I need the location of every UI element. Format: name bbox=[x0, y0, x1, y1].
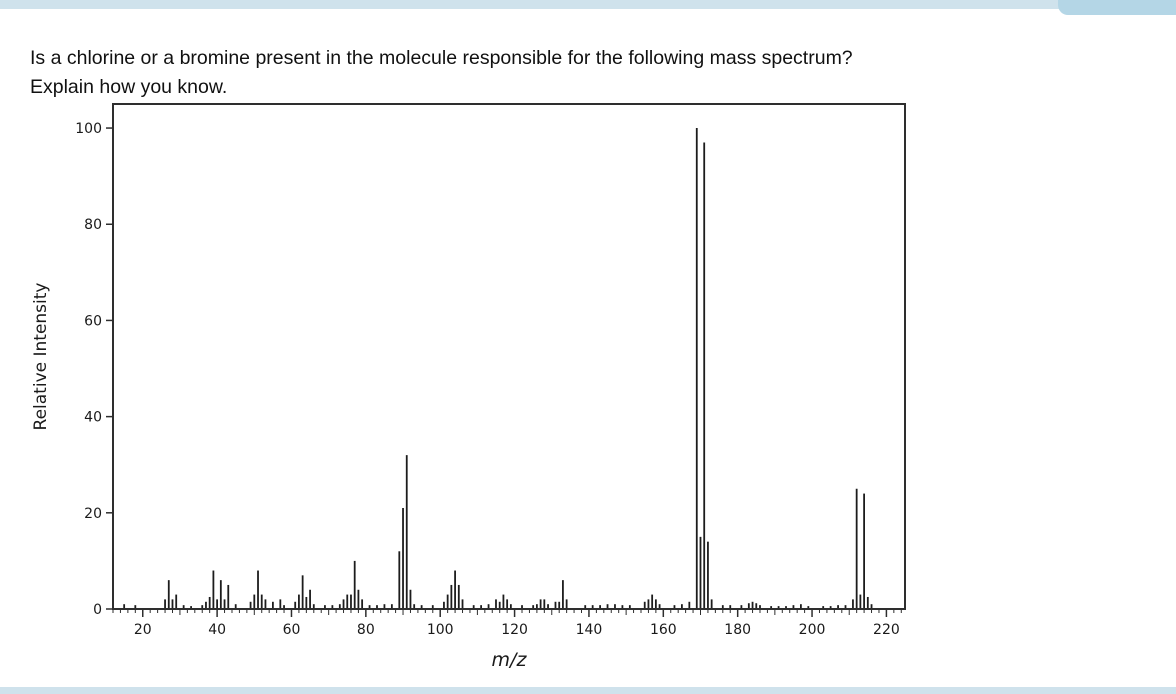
y-tick-label: 80 bbox=[84, 217, 102, 233]
y-tick-label: 100 bbox=[75, 121, 102, 137]
mass-spectrum-chart: 0 20 40 60 80 100 20 40 60 80 100 120 140 160 180 200 22… bbox=[20, 96, 940, 694]
y-tick-label: 20 bbox=[84, 506, 102, 522]
question-line-2: Explain how you know. bbox=[30, 76, 228, 98]
top-right-tab[interactable] bbox=[1058, 0, 1176, 15]
x-tick-label: 220 bbox=[873, 622, 900, 638]
y-tick-label: 60 bbox=[84, 313, 102, 329]
x-tick-label: 140 bbox=[576, 622, 603, 638]
y-tick-label: 40 bbox=[84, 410, 102, 426]
x-tick-label: 180 bbox=[724, 622, 751, 638]
x-tick-label: 60 bbox=[283, 622, 301, 638]
spectrum-svg: 0 20 40 60 80 100 20 40 60 80 100 120 140 160 180 200 22… bbox=[31, 103, 906, 671]
bottom-banner-strip bbox=[0, 687, 1176, 694]
x-tick-label: 120 bbox=[501, 622, 528, 638]
x-tick-label: 160 bbox=[650, 622, 677, 638]
question-text: Is a chlorine or a bromine present in th… bbox=[30, 44, 1160, 102]
plot-frame bbox=[112, 103, 906, 610]
y-axis-title: Relative Intensity bbox=[31, 283, 51, 431]
top-banner-strip bbox=[0, 0, 1176, 9]
x-tick-label: 100 bbox=[427, 622, 454, 638]
x-tick-label: 40 bbox=[208, 622, 226, 638]
x-tick-label: 20 bbox=[134, 622, 152, 638]
y-tick-label: 0 bbox=[93, 602, 102, 618]
question-line-1: Is a chlorine or a bromine present in th… bbox=[30, 47, 853, 69]
x-tick-label: 200 bbox=[799, 622, 826, 638]
x-tick-label: 80 bbox=[357, 622, 375, 638]
x-axis-title: m/z bbox=[492, 649, 528, 671]
